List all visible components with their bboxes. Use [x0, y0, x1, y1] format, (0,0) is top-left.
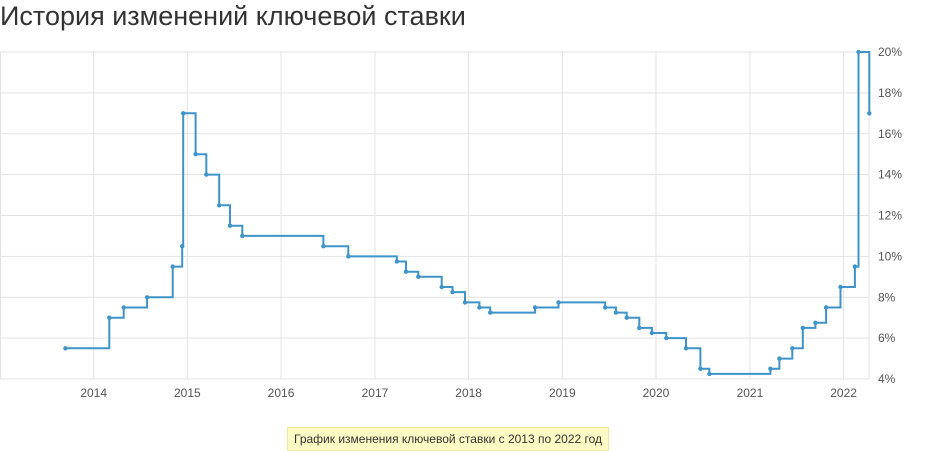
data-point: [556, 300, 561, 305]
data-point: [637, 325, 642, 331]
y-tick-label: 20%: [878, 45, 902, 59]
data-point: [707, 371, 712, 377]
data-point: [180, 244, 185, 249]
x-tick-label: 2015: [174, 386, 201, 400]
chart-series: [63, 49, 872, 377]
data-point: [488, 310, 493, 315]
x-tick-label: 2021: [737, 386, 764, 400]
chart-axis-labels: 4% 6% 8% 10% 12% 14% 16% 18% 20% 2014 2015 2016 2017…: [80, 45, 902, 400]
y-tick-label: 14%: [878, 168, 902, 182]
data-point: [181, 111, 186, 116]
chart-caption: График изменения ключевой ставки с 2013 …: [287, 427, 610, 451]
y-tick-label: 16%: [878, 127, 902, 141]
y-tick-label: 12%: [878, 209, 902, 223]
data-point: [394, 259, 399, 264]
series-line: [65, 51, 871, 375]
x-tick-label: 2022: [830, 386, 857, 400]
data-point: [613, 310, 619, 315]
data-point: [217, 203, 222, 208]
x-tick-label: 2016: [268, 386, 295, 400]
data-point: [121, 305, 126, 310]
page-title: История изменений ключевой ставки: [0, 1, 466, 31]
data-point: [603, 305, 608, 310]
data-point: [664, 335, 669, 341]
data-point: [532, 305, 538, 310]
data-point: [867, 111, 872, 116]
y-tick-label: 8%: [878, 290, 896, 304]
y-tick-label: 10%: [878, 249, 902, 263]
data-point: [439, 284, 444, 290]
data-point: [63, 346, 68, 351]
y-tick-label: 18%: [878, 86, 902, 100]
data-point: [683, 346, 689, 351]
data-point: [227, 223, 233, 228]
x-tick-label: 2018: [455, 386, 482, 400]
data-point: [477, 305, 482, 310]
data-point: [462, 300, 468, 305]
data-point: [823, 305, 829, 310]
data-point: [624, 315, 629, 320]
data-point: [193, 152, 198, 157]
data-point: [107, 315, 112, 320]
data-point: [450, 289, 455, 295]
data-point: [240, 233, 245, 239]
data-point: [649, 330, 655, 336]
x-tick-label: 2017: [362, 386, 389, 400]
data-point: [170, 264, 175, 269]
x-tick-label: 2014: [80, 386, 107, 400]
y-tick-label: 4%: [878, 372, 896, 386]
x-tick-label: 2020: [643, 386, 670, 400]
data-point: [321, 244, 326, 249]
data-point: [856, 49, 861, 55]
x-tick-label: 2019: [549, 386, 576, 400]
data-point: [416, 274, 421, 279]
data-point: [800, 325, 805, 331]
data-point: [777, 356, 782, 361]
rate-chart: 4% 6% 8% 10% 12% 14% 16% 18% 20% 2014 2015 2016 2017…: [0, 45, 902, 400]
data-point: [813, 320, 818, 325]
data-point: [346, 254, 351, 259]
data-point: [144, 295, 150, 300]
data-point: [204, 172, 209, 177]
chart-grid: [0, 51, 870, 380]
data-point: [838, 284, 843, 290]
data-point: [768, 366, 773, 371]
data-point: [852, 264, 858, 269]
data-point: [403, 269, 409, 274]
y-tick-label: 6%: [878, 331, 896, 345]
data-point: [698, 366, 703, 371]
data-point: [790, 346, 795, 351]
